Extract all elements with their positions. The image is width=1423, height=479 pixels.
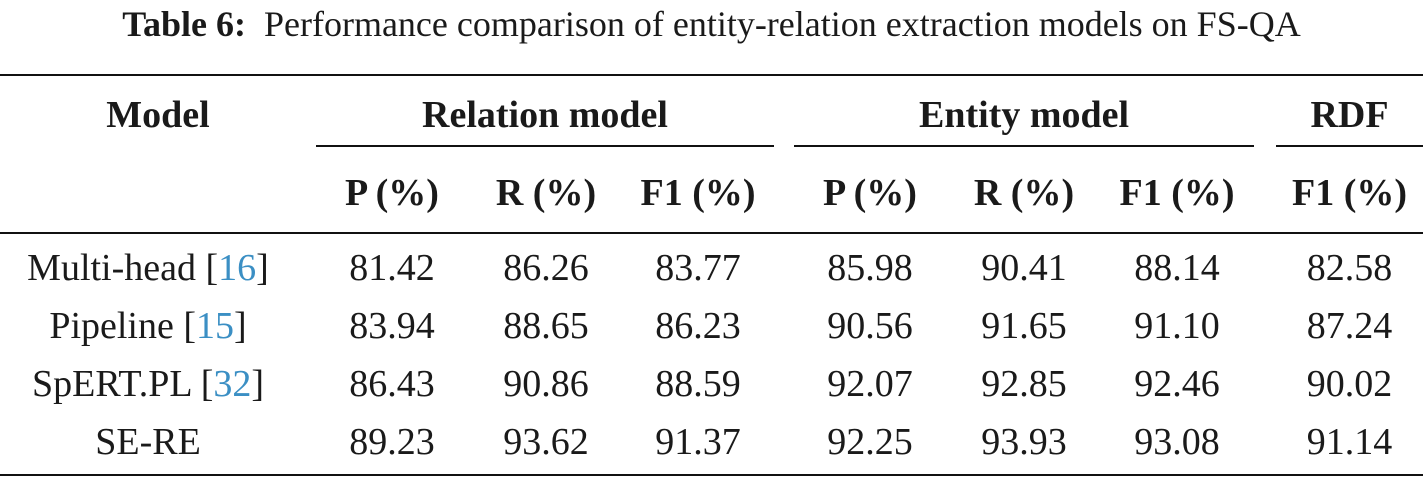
value-cell: 93.08 [1134,421,1220,463]
header-entity-model: Entity model [918,94,1130,136]
subheader-entity-f1: F1 (%) [1119,172,1235,214]
value-cell: 87.24 [1306,305,1393,347]
subheader-relation-f1: F1 (%) [640,172,756,214]
value-cell: 83.94 [349,305,435,347]
value-cell: 90.41 [981,247,1067,289]
value-cell: 86.43 [349,363,435,405]
value-cell: 92.07 [827,363,913,405]
model-name: SE-RE [0,419,296,465]
value-cell: 86.26 [503,247,589,289]
model-name-text: SpERT.PL [31,363,192,405]
header-rdf: RDF [1310,94,1389,136]
model-name: SpERT.PL [32] [31,363,265,405]
value-cell: 90.86 [503,363,589,405]
value-cell: 91.10 [1134,305,1220,347]
subheader-entity-r: R (%) [973,172,1075,214]
model-name-text: SE-RE [95,421,201,463]
top-rule [0,74,1423,76]
value-cell: 82.58 [1306,247,1393,289]
value-cell: 92.85 [981,363,1067,405]
table-caption: Table 6: Performance comparison of entit… [0,2,1423,46]
model-name: Multi-head [16] [27,247,269,289]
model-name-text: Multi-head [27,247,197,289]
model-name-text: Pipeline [49,305,174,347]
value-cell: 92.25 [827,421,913,463]
header-rule [0,232,1423,234]
subheader-entity-p: P (%) [823,172,917,214]
subheader-relation-r: R (%) [495,172,597,214]
value-cell: 90.56 [827,305,913,347]
value-cell: 85.98 [827,247,913,289]
citation-link[interactable]: 16 [218,247,257,289]
citation-link[interactable]: 15 [196,305,235,347]
value-cell: 91.14 [1306,421,1393,463]
value-cell: 93.62 [503,421,589,463]
value-cell: 90.02 [1306,363,1393,405]
caption-text: Performance comparison of entity-relatio… [263,4,1301,44]
value-cell: 91.65 [981,305,1067,347]
citation-link[interactable]: 32 [213,363,252,405]
value-cell: 88.59 [655,363,741,405]
value-cell: 86.23 [655,305,741,347]
rule-relation-group [316,145,774,147]
table-label: Table 6: [122,4,246,44]
value-cell: 92.46 [1134,363,1220,405]
rule-entity-group [794,145,1254,147]
value-cell: 89.23 [349,421,435,463]
subheader-rdf-f1: F1 (%) [1291,172,1408,214]
rule-rdf-group [1276,145,1423,147]
model-name: Pipeline [15] [49,305,247,347]
value-cell: 81.42 [349,247,435,289]
value-cell: 91.37 [655,421,741,463]
subheader-relation-p: P (%) [345,172,439,214]
value-cell: 88.65 [503,305,589,347]
value-cell: 93.93 [981,421,1067,463]
header-model: Model [106,94,210,136]
value-cell: 83.77 [655,247,741,289]
value-cell: 88.14 [1134,247,1220,289]
header-relation-model: Relation model [422,94,668,136]
bottom-rule [0,474,1423,476]
